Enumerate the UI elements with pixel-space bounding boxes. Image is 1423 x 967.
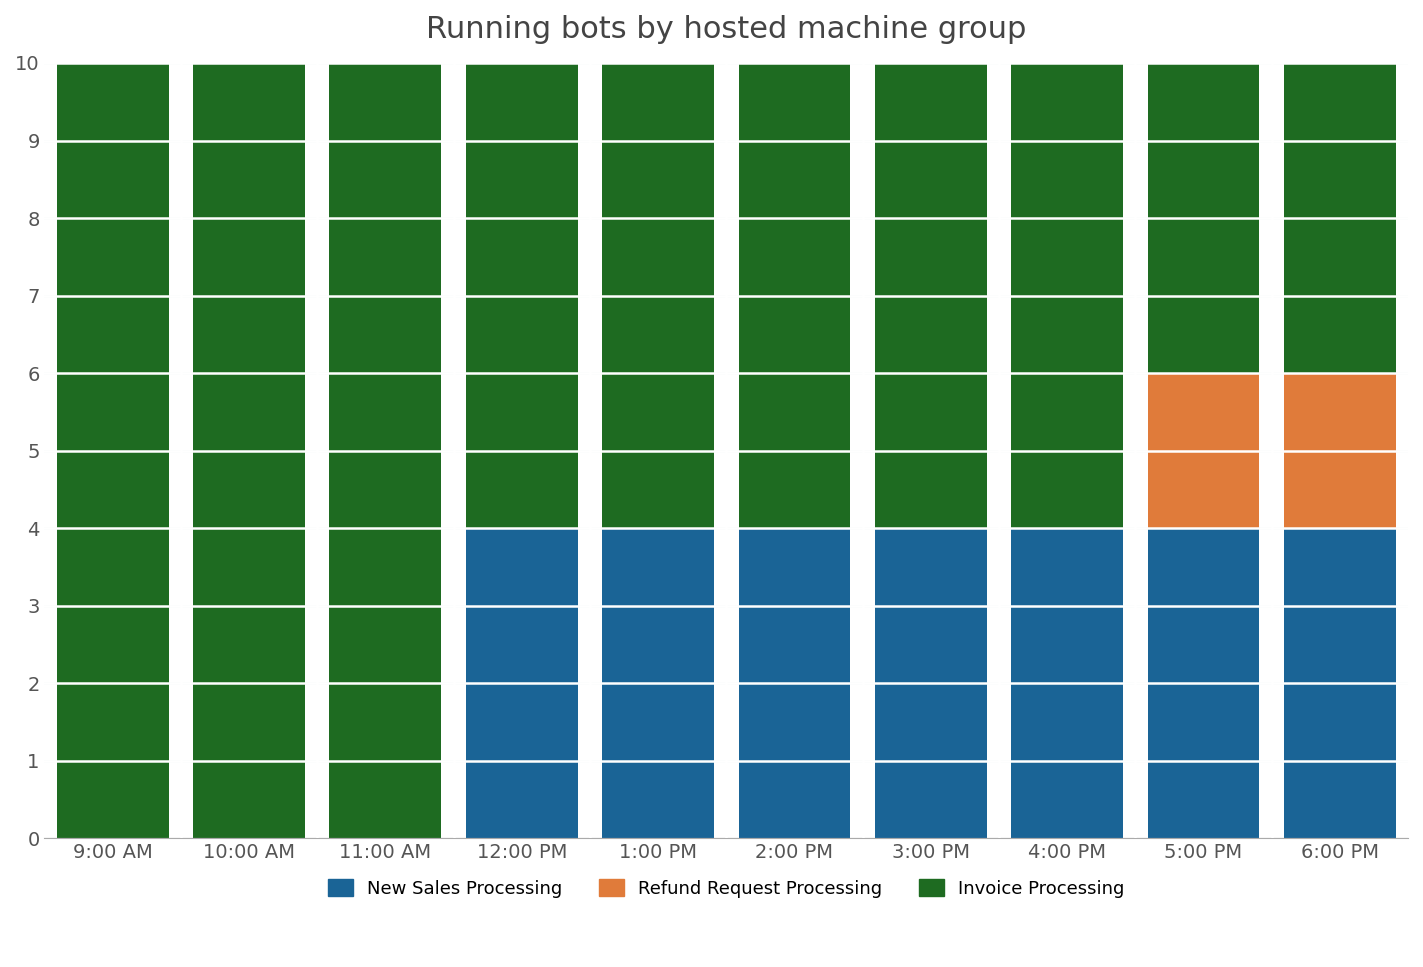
Bar [739,63,851,528]
Bar [1147,528,1259,838]
Bar [465,63,578,528]
Bar [1012,63,1123,528]
Legend: New Sales Processing, Refund Request Processing, Invoice Processing: New Sales Processing, Refund Request Pro… [319,870,1134,907]
Bar [57,63,168,838]
Title: Running bots by hosted machine group: Running bots by hosted machine group [425,15,1026,44]
Bar [1012,528,1123,838]
Bar [1147,63,1259,373]
Bar [194,63,305,838]
Bar [875,63,986,528]
Bar [875,528,986,838]
Bar [1284,63,1396,373]
Bar [1284,373,1396,528]
Bar [602,63,714,528]
Bar [739,528,851,838]
Bar [465,528,578,838]
Bar [1147,373,1259,528]
Bar [1284,528,1396,838]
Bar [602,528,714,838]
Bar [330,63,441,838]
